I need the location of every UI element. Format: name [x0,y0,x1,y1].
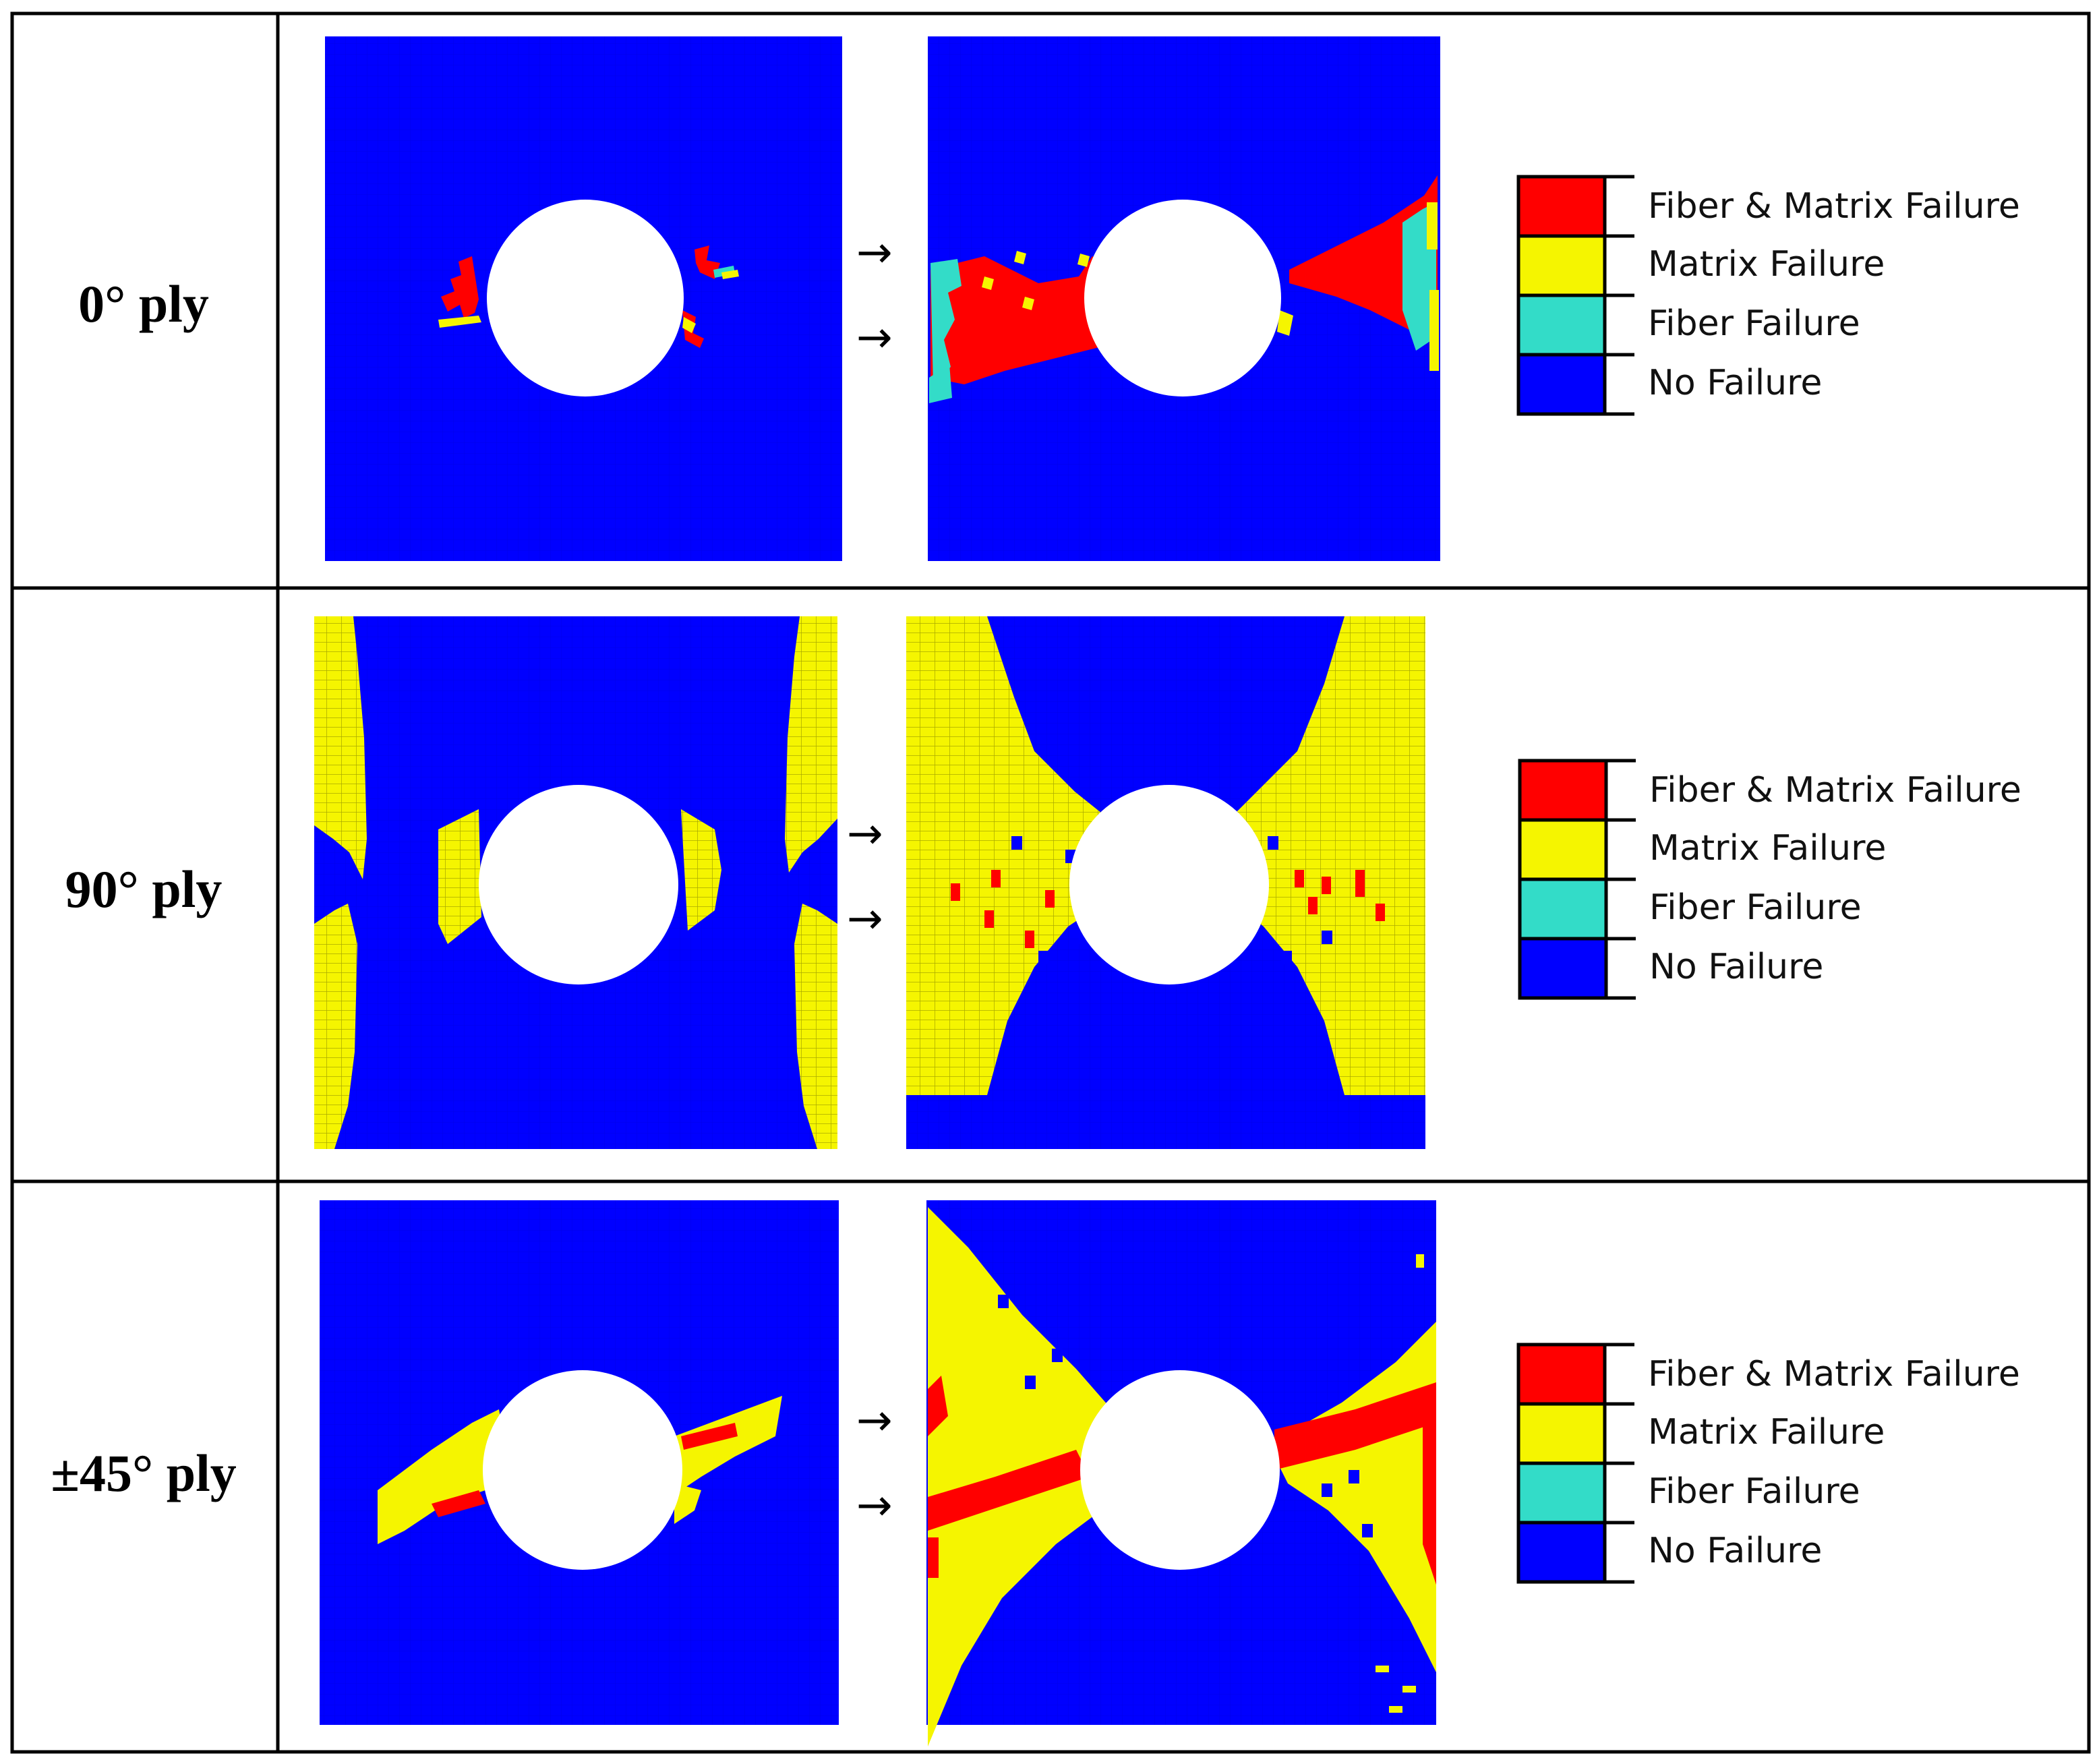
legend-swatch-fiber [1516,293,1607,357]
legend-45deg-label-fiber: Fiber Failure [1648,1471,1860,1512]
legend-90deg-label-fiber: Fiber Failure [1649,887,1862,928]
row-label-45deg: ±45° ply [51,1444,237,1502]
arrows-45deg: → → [856,1396,893,1531]
legend-45deg-label-matrix: Matrix Failure [1648,1412,1885,1452]
legend-45deg-label-fiber-matrix: Fiber & Matrix Failure [1648,1354,2020,1394]
legend-90deg-label-matrix: Matrix Failure [1649,828,1887,869]
table-grid [10,11,2091,1754]
legend-swatch-none [1518,937,1608,1000]
panel-0deg-final [928,36,1440,561]
panel-90deg-final [906,616,1425,1149]
legend-90deg-label-none: No Failure [1649,947,1824,987]
legend-45deg-label-none: No Failure [1648,1531,1823,1571]
legend-45deg [1516,1343,1634,1584]
arrow-lower: → [856,1481,893,1531]
legend-0deg-label-none: No Failure [1648,363,1823,403]
panel-90deg-initial [314,616,837,1149]
legend-swatch-none [1516,353,1607,416]
arrow-upper: → [856,1396,893,1446]
legend-0deg [1516,175,1634,416]
panel-45deg-final [926,1200,1436,1746]
arrow-lower: → [856,313,893,363]
legend-swatch-fiber-matrix [1516,175,1607,238]
arrows-0deg: → → [856,228,893,363]
legend-0deg-label-fiber: Fiber Failure [1648,303,1860,344]
row-label-90deg: 90° ply [65,860,223,918]
legend-swatch-fiber-matrix [1518,759,1608,822]
row-90deg: → → [314,616,1636,1149]
legend-swatch-fiber [1516,1461,1607,1525]
arrows-90deg: → → [847,809,883,944]
legend-90deg [1518,759,1636,1000]
arrow-lower: → [847,894,883,944]
row-45deg: → → [320,1200,1634,1746]
legend-swatch-matrix [1516,1402,1607,1465]
legend-swatch-fiber [1518,877,1608,941]
legend-swatch-matrix [1516,234,1607,297]
arrow-upper: → [856,228,893,278]
panel-45deg-initial [320,1200,839,1725]
row-0deg: → → [325,36,1634,561]
panel-0deg-initial [325,36,842,561]
legend-swatch-matrix [1518,818,1608,881]
row-label-0deg: 0° ply [78,274,209,333]
legend-0deg-label-matrix: Matrix Failure [1648,244,1885,285]
arrow-upper: → [847,809,883,859]
legend-swatch-fiber-matrix [1516,1343,1607,1406]
legend-swatch-none [1516,1521,1607,1584]
legend-90deg-label-fiber-matrix: Fiber & Matrix Failure [1649,770,2021,811]
legend-0deg-label-fiber-matrix: Fiber & Matrix Failure [1648,186,2020,227]
